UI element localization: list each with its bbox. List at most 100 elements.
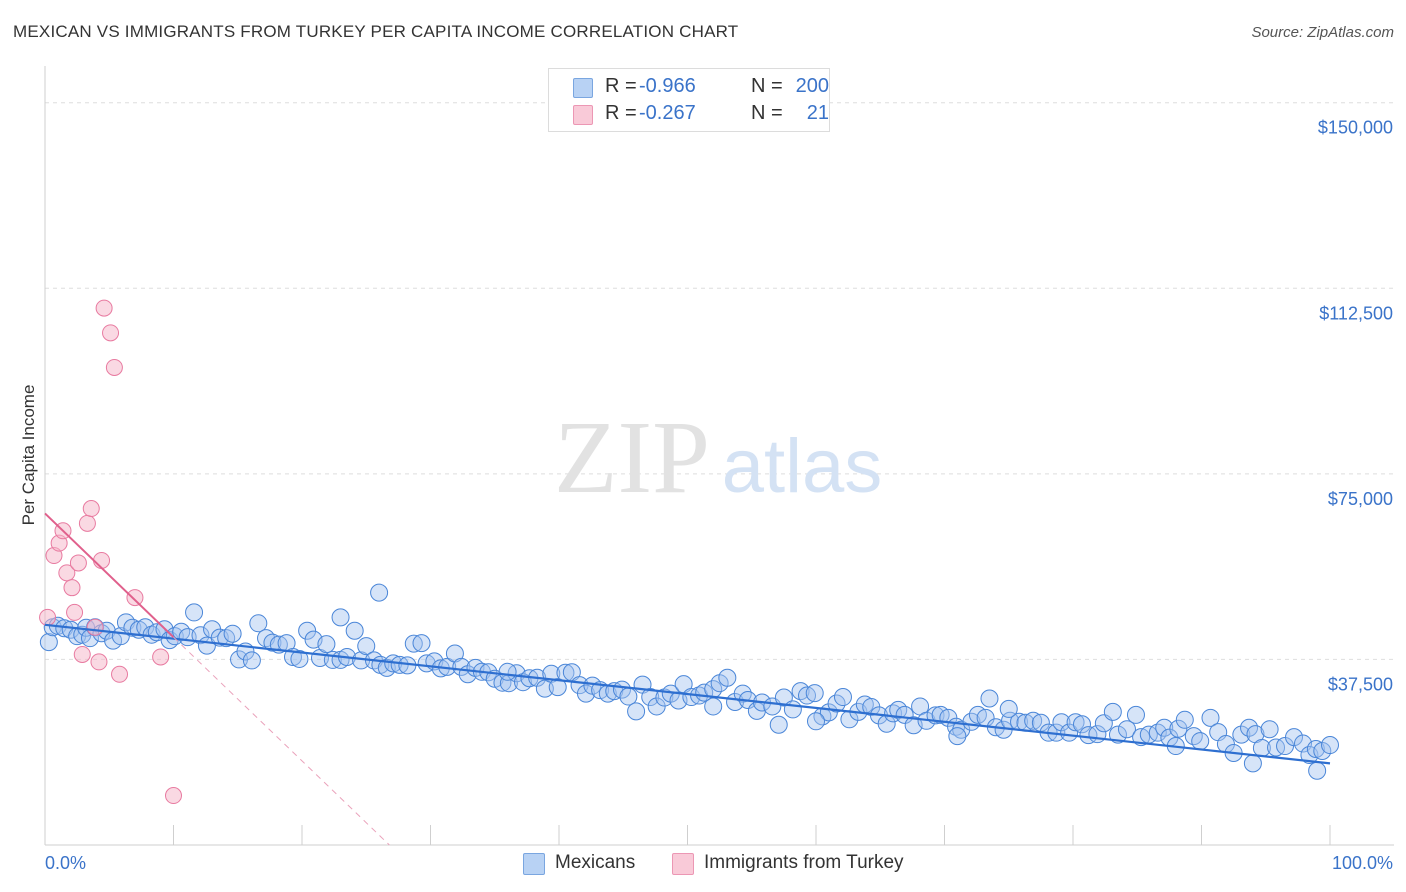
- mexican-point: [123, 618, 142, 637]
- legend-n-label: N =: [751, 102, 783, 124]
- mexican-point: [1308, 761, 1327, 780]
- mexican-point: [627, 702, 646, 721]
- y-tick-label: $112,500: [1319, 303, 1393, 323]
- turkey-point: [93, 551, 111, 569]
- turkey-point: [86, 618, 104, 636]
- mexican-point: [1169, 719, 1188, 738]
- mexican-point: [1066, 713, 1085, 732]
- turkey-point: [78, 514, 96, 532]
- mexican-point: [242, 651, 261, 670]
- mexican-point: [345, 621, 364, 640]
- legend-swatch-pink: [672, 853, 694, 875]
- mexican-point: [1024, 711, 1043, 730]
- x-tick-label: 100.0%: [1332, 853, 1393, 873]
- watermark-atlas: atlas: [722, 424, 883, 509]
- turkey-point: [105, 358, 123, 376]
- mexican-point: [718, 668, 737, 687]
- mexican-point: [1126, 705, 1145, 724]
- stats-legend: R = -0.966 N = 200 R = -0.267 N = 21: [548, 68, 830, 132]
- mexican-point: [1191, 732, 1210, 751]
- turkey-point: [152, 648, 170, 666]
- mexican-point: [1103, 702, 1122, 721]
- mexican-point: [1060, 723, 1079, 742]
- turkey-point: [165, 787, 182, 805]
- mexican-point: [1306, 740, 1325, 759]
- mexican-point: [1155, 718, 1174, 737]
- mexican-point: [1117, 720, 1136, 739]
- mexican-point: [331, 608, 350, 627]
- turkey-point: [66, 603, 84, 621]
- mexican-point: [1321, 736, 1339, 755]
- axes: [44, 66, 1394, 846]
- turkey-trend-extension: [173, 636, 390, 846]
- mexican-point: [948, 727, 967, 746]
- mexican-point: [1267, 738, 1286, 757]
- legend-r-label: R =: [605, 102, 637, 124]
- legend-r-value: -0.966: [639, 75, 696, 97]
- mexican-point: [641, 688, 660, 707]
- turkey-point: [102, 324, 120, 342]
- mexican-point: [1072, 715, 1091, 734]
- legend-n-label: N =: [751, 75, 783, 97]
- mexican-point: [317, 635, 336, 654]
- mexican-point: [1052, 713, 1071, 732]
- mexican-point: [1079, 726, 1098, 745]
- turkey-point: [63, 579, 81, 597]
- mexican-point: [827, 694, 846, 713]
- mexican-point: [612, 680, 631, 699]
- mexican-point: [535, 679, 554, 698]
- legend-n-value: 200: [795, 75, 829, 97]
- mexican-point: [805, 684, 824, 703]
- legend-label-mexicans: Mexicans: [555, 852, 636, 873]
- mexicans-trend-line: [44, 623, 1331, 765]
- legend-swatch-blue: [523, 853, 545, 875]
- mexican-point: [895, 705, 914, 724]
- mexican-point: [619, 687, 638, 706]
- legend-label-turkey: Immigrants from Turkey: [704, 852, 904, 873]
- mexican-point: [783, 700, 802, 719]
- y-tick-label: $37,500: [1328, 674, 1393, 694]
- mexican-point: [290, 649, 309, 668]
- mexican-point: [357, 637, 376, 656]
- watermark-zip: ZIP: [554, 400, 710, 515]
- turkey-point: [73, 645, 91, 663]
- mexican-point: [980, 689, 999, 708]
- mexican-point: [404, 634, 423, 653]
- mexican-point: [1108, 725, 1127, 744]
- mexican-point: [370, 583, 389, 602]
- y-axis-title: Per Capita Income: [19, 385, 38, 526]
- turkey-point: [111, 665, 129, 683]
- mexican-point: [298, 621, 317, 640]
- mexican-point: [1260, 720, 1279, 739]
- chart-title: MEXICAN VS IMMIGRANTS FROM TURKEY PER CA…: [13, 22, 739, 41]
- mexican-point: [223, 624, 242, 643]
- turkey-point: [58, 564, 76, 582]
- mexican-point: [999, 699, 1018, 718]
- turkey-point: [82, 500, 100, 518]
- mexican-point: [807, 712, 825, 731]
- mexican-point: [417, 654, 436, 673]
- mexican-point: [61, 620, 80, 639]
- mexican-point: [249, 614, 268, 633]
- source-credit: Source: ZipAtlas.com: [1251, 24, 1394, 41]
- turkey-point: [126, 589, 144, 607]
- mexican-point: [1232, 725, 1251, 744]
- mexican-point: [1175, 710, 1194, 729]
- mexican-point: [1243, 754, 1262, 773]
- turkey-point: [39, 608, 57, 626]
- mexican-point: [191, 626, 210, 645]
- axis-labels: Per Capita Income $37,500 $75,000 $112,500…: [19, 118, 1393, 873]
- data-points: [39, 299, 1339, 805]
- y-tick-label: $75,000: [1328, 489, 1393, 509]
- turkey-point: [95, 299, 113, 317]
- mexican-point: [263, 633, 282, 652]
- mexican-point: [1201, 708, 1220, 727]
- mexican-point: [769, 715, 788, 734]
- mexican-point: [185, 603, 204, 622]
- turkey-point: [69, 554, 87, 572]
- mexican-point: [498, 662, 517, 681]
- x-tick-label: 0.0%: [45, 853, 86, 873]
- legend-swatch-blue: [573, 78, 593, 98]
- turkey-point: [90, 653, 108, 671]
